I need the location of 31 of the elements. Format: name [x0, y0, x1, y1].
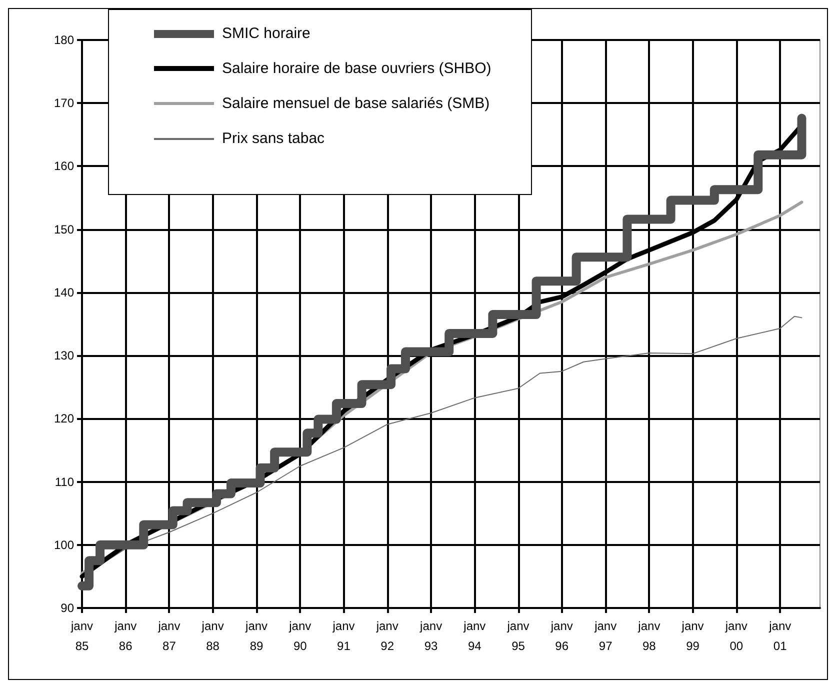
- x-tick-label: janv 88: [200, 619, 224, 653]
- x-tick-label: janv 95: [506, 619, 530, 653]
- x-tick-label: janv 86: [114, 619, 137, 653]
- x-tick-label: janv 96: [550, 619, 573, 653]
- x-tick-label: janv 01: [768, 619, 792, 653]
- y-tick-label: 140: [54, 285, 74, 300]
- x-tick-label: janv 89: [244, 619, 268, 653]
- x-tick-label: janv 97: [594, 619, 617, 653]
- legend-label: Prix sans tabac: [222, 130, 325, 147]
- y-tick-label: 160: [54, 159, 74, 174]
- y-tick-label: 90: [60, 601, 74, 615]
- x-tick-label: janv 90: [288, 619, 312, 653]
- y-tick-label: 180: [54, 33, 74, 47]
- y-tick-label: 170: [54, 96, 74, 110]
- x-tick-label: janv 99: [680, 619, 704, 653]
- y-tick-label: 150: [54, 222, 74, 236]
- x-tick-label: janv 98: [637, 619, 660, 653]
- x-tick-label: janv 94: [462, 619, 486, 653]
- x-tick-label: janv 91: [332, 619, 355, 653]
- legend-label: Salaire mensuel de base salariés (SMB): [222, 95, 490, 112]
- y-tick-label: 110: [54, 474, 74, 489]
- x-tick-label: janv 93: [419, 619, 442, 653]
- x-tick-label: janv 85: [70, 619, 94, 653]
- y-tick-label: 100: [54, 538, 74, 552]
- x-tick-label: janv 87: [157, 619, 180, 653]
- legend-label: SMIC horaire: [222, 25, 310, 42]
- y-tick-label: 120: [54, 412, 74, 426]
- x-tick-label: janv 92: [375, 619, 398, 653]
- legend-label: Salaire horaire de base ouvriers (SHBO): [222, 60, 492, 77]
- y-tick-label: 130: [54, 348, 74, 363]
- x-tick-label: janv 00: [724, 619, 748, 653]
